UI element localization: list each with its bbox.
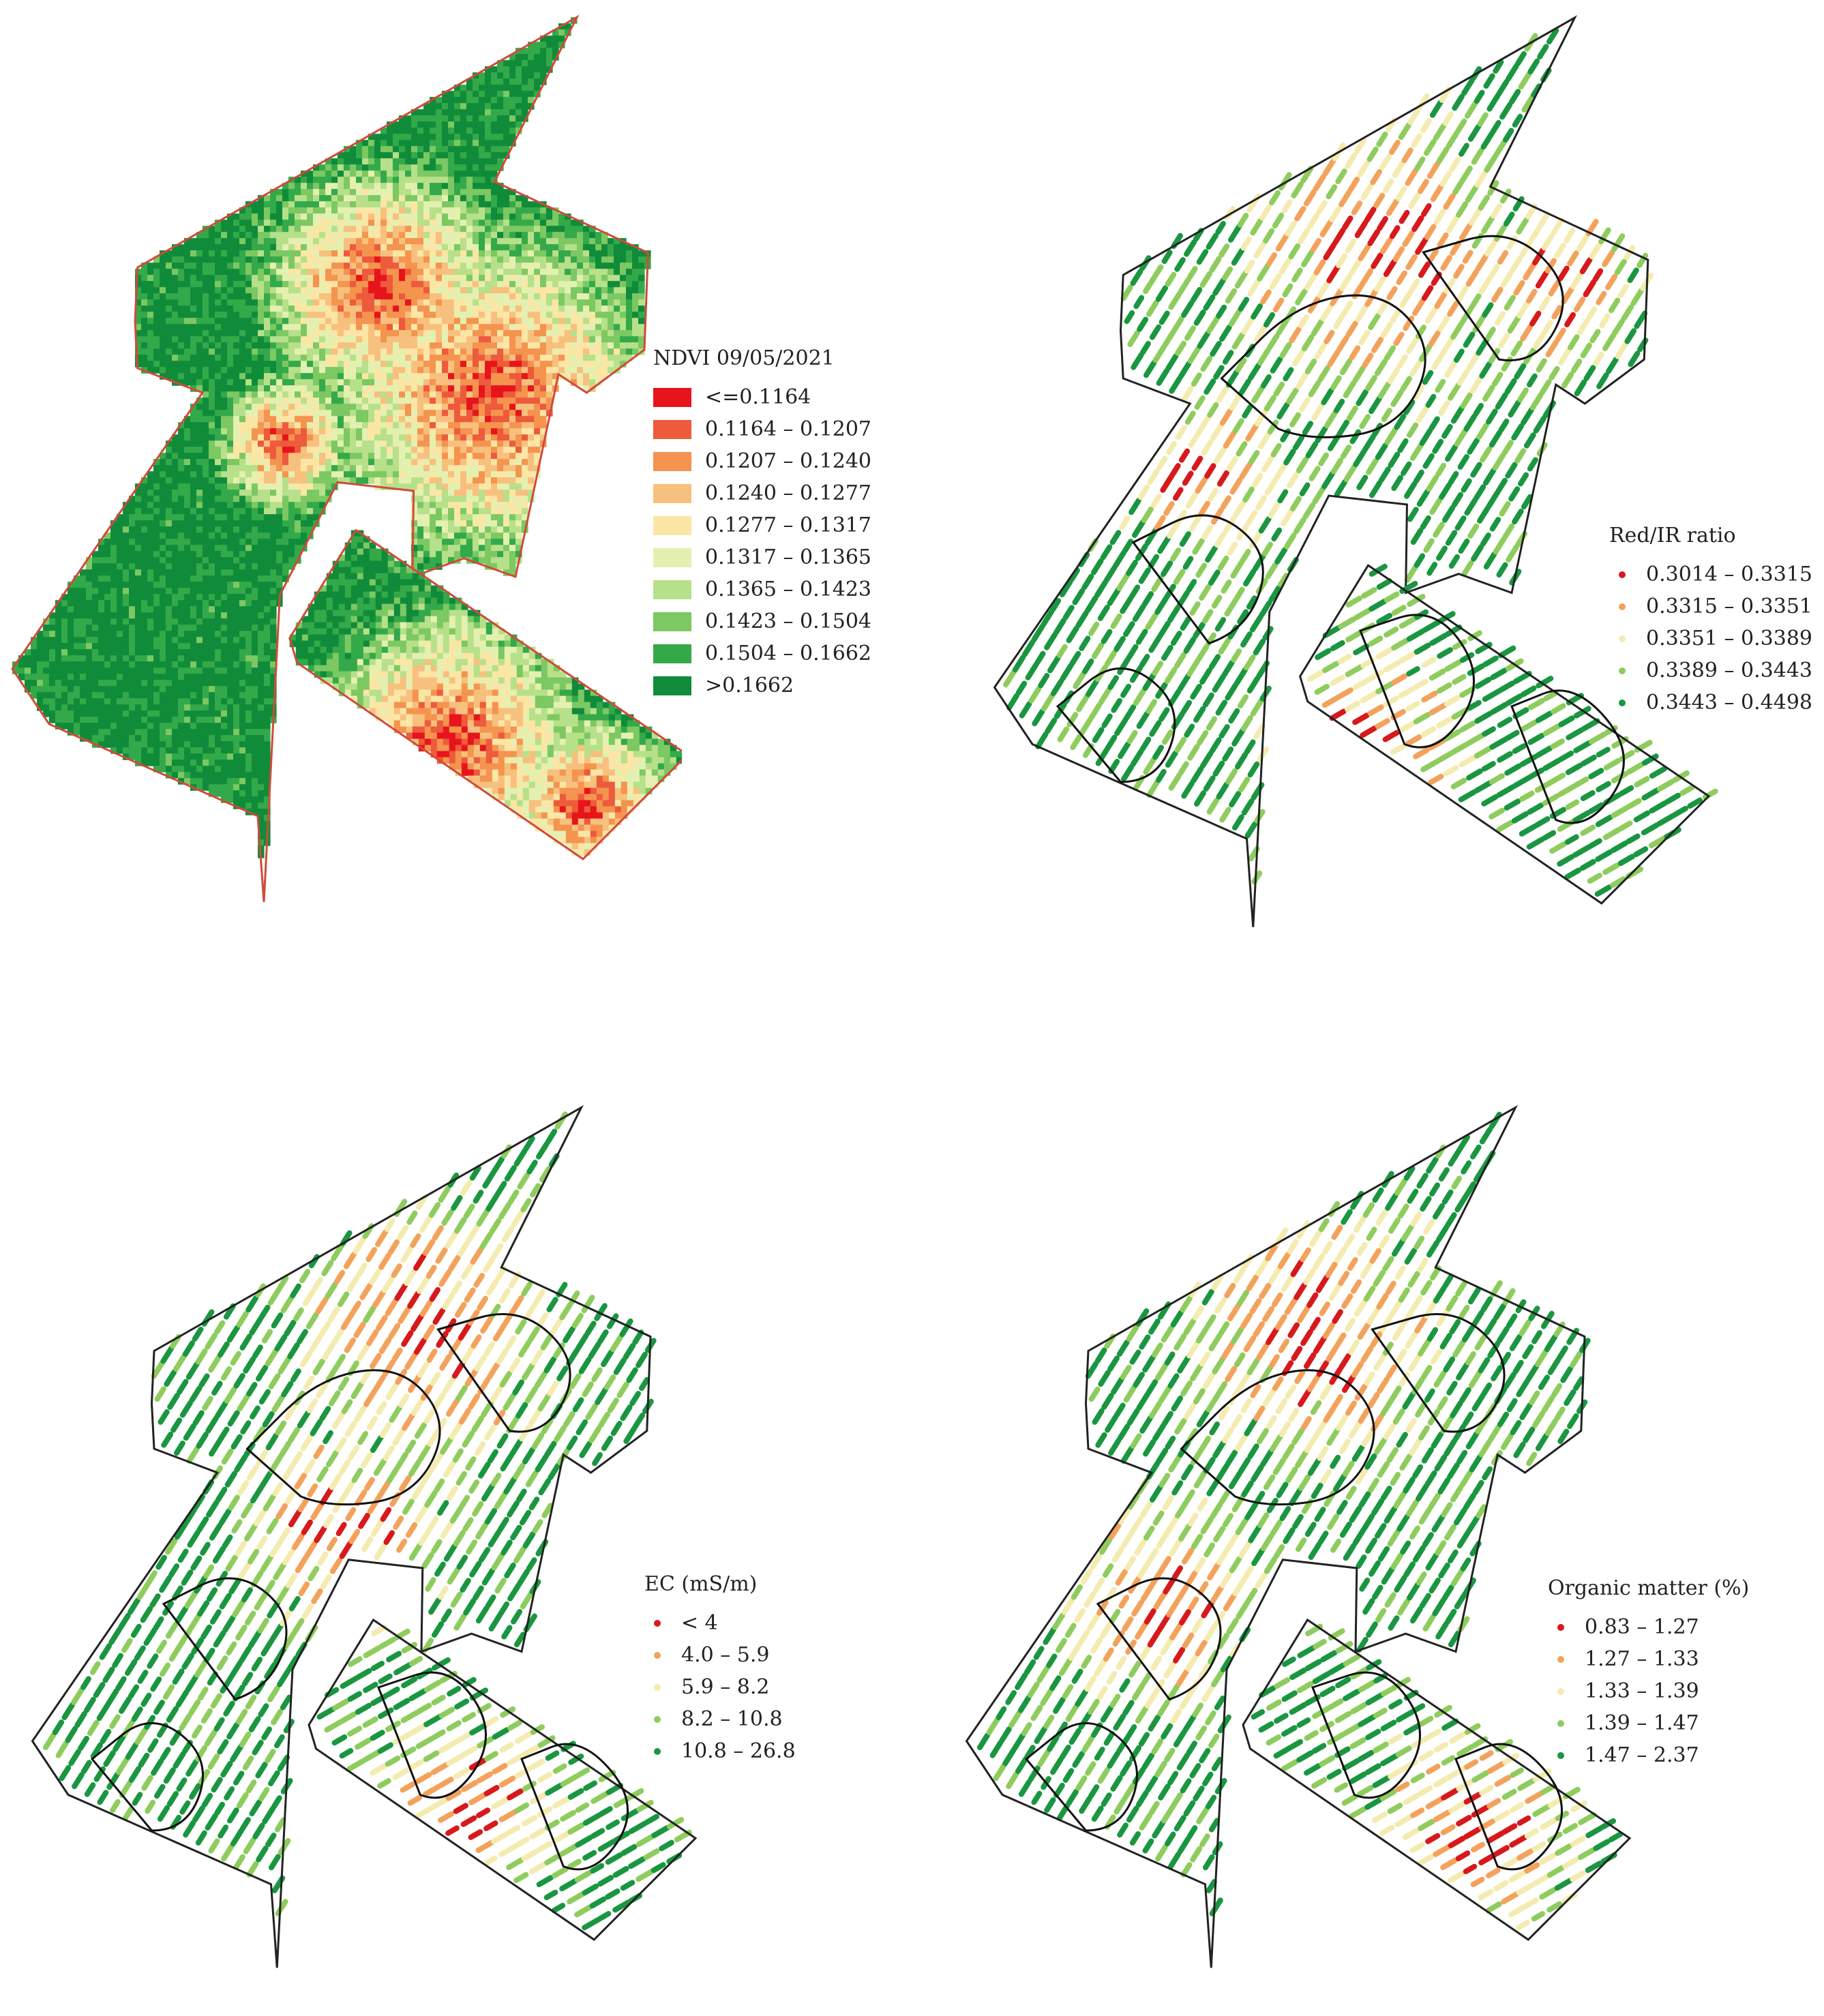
ec-legend-label: 4.0 – 5.9 (681, 1643, 770, 1667)
ndvi-legend-label: 0.1504 – 0.1662 (705, 642, 872, 665)
ndvi-legend-swatch (653, 515, 691, 535)
om-legend-label: 0.83 – 1.27 (1585, 1615, 1699, 1639)
om-legend-item: 0.83 – 1.27 (1548, 1611, 1749, 1643)
red-ir-legend-item: 0.3443 – 0.4498 (1609, 687, 1812, 719)
red-ir-legend-title: Red/IR ratio (1609, 524, 1736, 547)
ndvi-legend-swatch (653, 451, 691, 471)
red-ir-legend-rows: 0.3014 – 0.3315 0.3315 – 0.3351 0.3351 – 0… (1609, 558, 1812, 719)
ndvi-legend-swatch (653, 547, 691, 567)
ndvi-legend-swatch (653, 419, 691, 439)
red-ir-legend-swatch (1619, 699, 1626, 706)
ec-legend-rows: < 4 4.0 – 5.9 5.9 – 8.2 8.2 – 10.8 10.8 – 26… (644, 1607, 796, 1767)
ec-legend: EC (mS/m) < 4 4.0 – 5.9 5.9 – 8.2 8.2 – 10.… (644, 1572, 796, 1767)
om-field-map (965, 1104, 1632, 1968)
om-map-panel: Organic matter (%) 0.83 – 1.27 1.27 – 1.3… (955, 1091, 1824, 2016)
red-ir-legend-swatch (1619, 635, 1626, 642)
om-legend-label: 1.39 – 1.47 (1585, 1711, 1699, 1735)
ec-legend-item: < 4 (644, 1607, 796, 1639)
ec-legend-item: 4.0 – 5.9 (644, 1639, 796, 1671)
red-ir-legend-item: 0.3315 – 0.3351 (1609, 590, 1812, 622)
om-legend-item: 1.33 – 1.39 (1548, 1675, 1749, 1707)
ndvi-legend-item: 0.1207 – 0.1240 (653, 445, 871, 477)
om-legend-title: Organic matter (%) (1548, 1576, 1750, 1600)
om-legend-item: 1.39 – 1.47 (1548, 1707, 1749, 1739)
ndvi-legend-label: 0.1207 – 0.1240 (705, 449, 872, 473)
red-ir-legend-swatch (1619, 571, 1626, 578)
ndvi-pixels (11, 14, 682, 903)
red-ir-legend-label: 0.3315 – 0.3351 (1646, 595, 1813, 618)
ndvi-legend-title: NDVI 09/05/2021 (653, 346, 835, 370)
ec-map-panel: EC (mS/m) < 4 4.0 – 5.9 5.9 – 8.2 8.2 – 10.… (0, 1091, 907, 2016)
ec-legend-item: 5.9 – 8.2 (644, 1671, 796, 1703)
sample-points (965, 1104, 1632, 1968)
ndvi-legend-rows: <=0.1164 0.1164 – 0.1207 0.1207 – 0.1240 0.… (653, 381, 871, 702)
ndvi-legend-label: 0.1240 – 0.1277 (705, 481, 872, 505)
ndvi-legend-label: 0.1277 – 0.1317 (705, 513, 872, 537)
ec-legend-swatch (654, 1651, 661, 1659)
red-ir-legend-swatch (1619, 603, 1626, 610)
red-ir-legend-item: 0.3389 – 0.3443 (1609, 655, 1812, 687)
red-ir-legend-label: 0.3443 – 0.4498 (1646, 691, 1813, 714)
ndvi-legend-label: 0.1423 – 0.1504 (705, 610, 872, 633)
ndvi-legend-item: 0.1240 – 0.1277 (653, 477, 871, 509)
ndvi-legend-swatch (653, 580, 691, 599)
ndvi-legend-label: 0.1164 – 0.1207 (705, 417, 872, 441)
ndvi-legend-swatch (653, 612, 691, 631)
om-legend: Organic matter (%) 0.83 – 1.27 1.27 – 1.3… (1548, 1576, 1749, 1771)
ndvi-legend-label: <=0.1164 (705, 385, 811, 409)
ndvi-legend-item: 0.1504 – 0.1662 (653, 637, 871, 670)
om-legend-label: 1.47 – 2.37 (1585, 1743, 1699, 1767)
red-ir-legend-item: 0.3014 – 0.3315 (1609, 558, 1812, 590)
ndvi-legend-swatch (653, 387, 691, 407)
ndvi-legend-swatch (653, 676, 691, 695)
ndvi-legend-item: 0.1164 – 0.1207 (653, 413, 871, 445)
ndvi-legend-item: 0.1365 – 0.1423 (653, 573, 871, 605)
ec-legend-title: EC (mS/m) (644, 1572, 758, 1596)
om-legend-swatch (1557, 1623, 1564, 1631)
ndvi-legend-item: 0.1277 – 0.1317 (653, 509, 871, 541)
om-legend-rows: 0.83 – 1.27 1.27 – 1.33 1.33 – 1.39 1.39 – … (1548, 1611, 1749, 1771)
red-ir-legend-label: 0.3389 – 0.3443 (1646, 659, 1813, 682)
red-ir-field-map (993, 15, 1718, 927)
ec-legend-label: < 4 (681, 1611, 718, 1635)
red-ir-legend-item: 0.3351 – 0.3389 (1609, 622, 1812, 655)
ec-legend-swatch (654, 1619, 661, 1627)
ndvi-legend-item: <=0.1164 (653, 381, 871, 413)
ec-legend-item: 8.2 – 10.8 (644, 1703, 796, 1735)
ndvi-legend-item: 0.1317 – 0.1365 (653, 541, 871, 573)
om-legend-item: 1.27 – 1.33 (1548, 1643, 1749, 1675)
ec-legend-item: 10.8 – 26.8 (644, 1735, 796, 1767)
ndvi-legend-label: 0.1365 – 0.1423 (705, 577, 872, 601)
ndvi-legend-item: >0.1662 (653, 670, 871, 702)
ndvi-legend-item: 0.1423 – 0.1504 (653, 605, 871, 637)
ec-field-map (31, 1104, 698, 1968)
red-ir-map-panel: Red/IR ratio 0.3014 – 0.3315 0.3315 – 0.3… (941, 0, 1824, 968)
ndvi-field-map (11, 14, 682, 903)
red-ir-legend-swatch (1619, 667, 1626, 674)
om-legend-swatch (1557, 1655, 1564, 1663)
ec-legend-swatch (654, 1683, 661, 1691)
red-ir-legend: Red/IR ratio 0.3014 – 0.3315 0.3315 – 0.3… (1609, 524, 1812, 719)
om-legend-label: 1.33 – 1.39 (1585, 1679, 1699, 1703)
ndvi-legend: NDVI 09/05/2021 <=0.1164 0.1164 – 0.1207 0… (653, 346, 871, 702)
om-legend-swatch (1557, 1719, 1564, 1727)
ndvi-legend-swatch (653, 483, 691, 503)
red-ir-legend-label: 0.3014 – 0.3315 (1646, 562, 1813, 586)
ec-legend-label: 5.9 – 8.2 (681, 1675, 770, 1699)
ec-legend-swatch (654, 1747, 661, 1755)
ndvi-map-panel: NDVI 09/05/2021 <=0.1164 0.1164 – 0.1207 0… (0, 0, 907, 954)
ndvi-legend-label: 0.1317 – 0.1365 (705, 545, 872, 569)
sample-points (31, 1104, 698, 1968)
ec-legend-swatch (654, 1715, 661, 1723)
sample-points (993, 15, 1718, 927)
om-legend-swatch (1557, 1687, 1564, 1695)
ndvi-legend-label: >0.1662 (705, 674, 794, 697)
om-legend-label: 1.27 – 1.33 (1585, 1647, 1699, 1671)
ec-legend-label: 10.8 – 26.8 (681, 1739, 796, 1763)
ndvi-legend-swatch (653, 644, 691, 663)
red-ir-legend-label: 0.3351 – 0.3389 (1646, 627, 1813, 650)
ec-legend-label: 8.2 – 10.8 (681, 1707, 783, 1731)
om-legend-item: 1.47 – 2.37 (1548, 1739, 1749, 1771)
om-legend-swatch (1557, 1751, 1564, 1759)
